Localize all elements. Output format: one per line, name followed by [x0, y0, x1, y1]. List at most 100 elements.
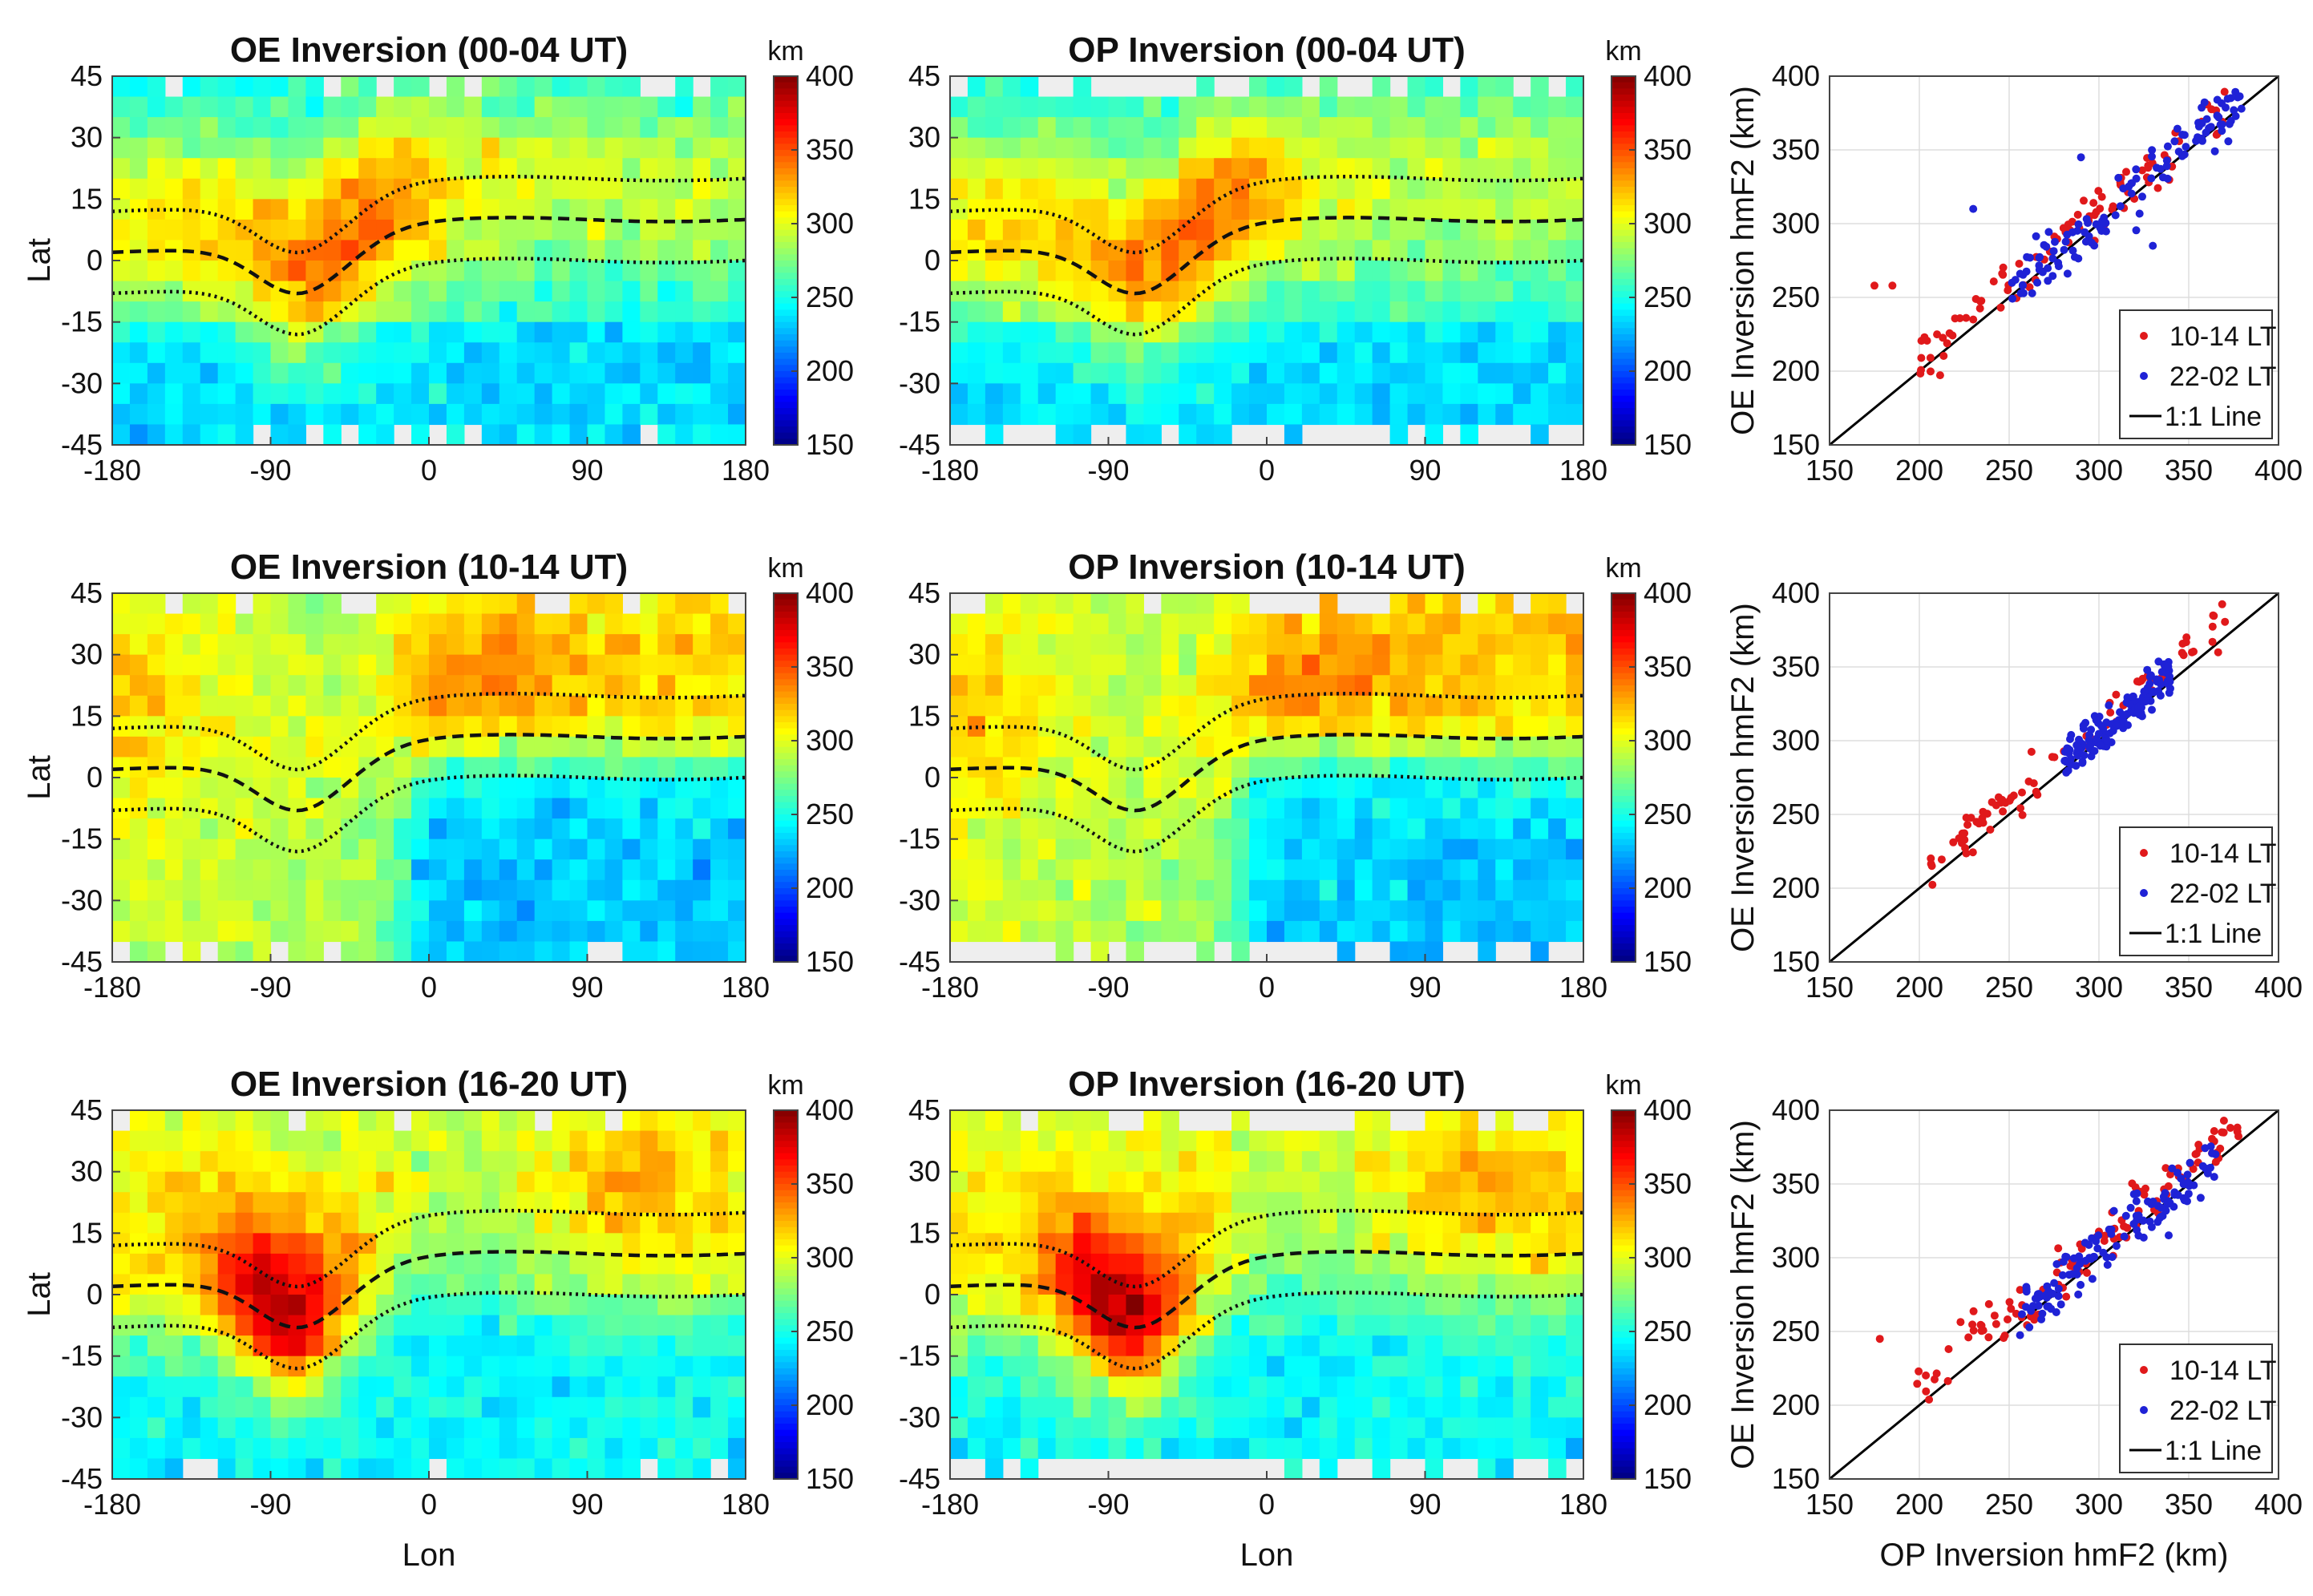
- heatmap-cell: [164, 178, 184, 200]
- heatmap-cell: [1548, 818, 1567, 840]
- heatmap-cell: [1319, 219, 1338, 241]
- heatmap-cell: [1143, 424, 1162, 446]
- colorbar-segment: [774, 1159, 798, 1166]
- heatmap-cell: [1055, 736, 1074, 758]
- heatmap-cell: [950, 117, 968, 139]
- heatmap-cell: [1073, 137, 1092, 159]
- heatmap-cell: [1548, 301, 1567, 323]
- heatmap-cell: [675, 1417, 693, 1439]
- heatmap-cell: [200, 818, 219, 840]
- heatmap-cell: [147, 1356, 166, 1377]
- heatmap-cell: [341, 1315, 359, 1336]
- heatmap-cell: [1566, 301, 1584, 323]
- heatmap-cell: [1495, 383, 1514, 405]
- colorbar-segment: [774, 1411, 798, 1419]
- heatmap-cell: [1037, 778, 1057, 799]
- heatmap-cell: [323, 137, 342, 159]
- heatmap-cell: [516, 240, 536, 261]
- heatmap-cell: [1319, 778, 1338, 799]
- blue-data-point: [2067, 754, 2075, 763]
- heatmap-cell: [147, 321, 166, 343]
- heatmap-cell: [112, 634, 131, 656]
- heatmap-cell: [1231, 281, 1250, 302]
- heatmap-cell: [481, 383, 500, 405]
- heatmap-cell: [1336, 96, 1356, 118]
- heatmap-cell: [341, 859, 359, 881]
- heatmap-cell: [1460, 634, 1478, 656]
- heatmap-cell: [675, 178, 693, 200]
- heatmap-cell: [985, 1376, 1004, 1398]
- heatmap-cell: [394, 240, 412, 261]
- heatmap-cell: [305, 736, 324, 758]
- heatmap-cell: [1513, 1417, 1531, 1439]
- heatmap-cell: [1002, 158, 1021, 180]
- heatmap-cell: [1073, 424, 1092, 446]
- heatmap-cell: [1354, 1212, 1373, 1234]
- heatmap-cell: [985, 1396, 1004, 1418]
- heatmap-cell: [499, 1315, 518, 1336]
- heatmap-cell: [394, 1396, 412, 1418]
- colorbar-segment: [1611, 937, 1636, 944]
- heatmap-cell: [288, 178, 306, 200]
- x-tick-label: 180: [1559, 1488, 1607, 1521]
- heatmap-cell: [1284, 900, 1303, 922]
- heatmap-cell: [1090, 1151, 1110, 1173]
- heatmap-cell: [950, 1151, 968, 1173]
- heatmap-cell: [1354, 1315, 1373, 1336]
- heatmap-cell: [985, 321, 1004, 343]
- heatmap-cell: [1231, 261, 1250, 282]
- heatmap-cell: [1055, 383, 1074, 405]
- heatmap-cell: [1548, 1171, 1567, 1193]
- heatmap-cell: [235, 1274, 254, 1295]
- heatmap-cell: [1372, 178, 1391, 200]
- heatmap-cell: [1566, 96, 1584, 118]
- heatmap-cell: [1179, 798, 1197, 819]
- heatmap-cell: [147, 76, 166, 98]
- heatmap-cell: [587, 879, 606, 901]
- heatmap-cell: [1389, 383, 1409, 405]
- heatmap-cell: [1389, 1335, 1409, 1357]
- heatmap-cell: [1425, 778, 1444, 799]
- red-data-point: [2092, 208, 2101, 216]
- heatmap-cell: [552, 362, 571, 384]
- heatmap-cell: [1002, 1151, 1021, 1173]
- heatmap-cell: [605, 634, 623, 656]
- heatmap-cell: [552, 941, 571, 963]
- heatmap-cell: [640, 838, 658, 860]
- heatmap-cell: [358, 1356, 377, 1377]
- heatmap-cell: [1284, 1233, 1303, 1255]
- heatmap-cell: [1179, 362, 1197, 384]
- heatmap-cell: [200, 1376, 219, 1398]
- colorbar-segment: [1611, 796, 1636, 803]
- heatmap-cell: [1354, 1110, 1373, 1132]
- colorbar-segment: [1611, 746, 1636, 754]
- colorbar-segment: [1611, 661, 1636, 668]
- heatmap-cell: [147, 859, 166, 881]
- blue-data-point: [2149, 688, 2158, 697]
- heatmap-cell: [164, 1437, 184, 1460]
- heatmap-cell: [341, 321, 359, 343]
- heatmap-cell: [1319, 613, 1338, 635]
- heatmap-cell: [358, 879, 377, 901]
- colorbar-segment: [774, 1245, 798, 1253]
- heatmap-cell: [288, 76, 306, 98]
- heatmap-cell: [1055, 757, 1074, 778]
- heatmap-cell: [129, 778, 148, 799]
- heatmap-cell: [481, 1233, 500, 1255]
- heatmap-cell: [1126, 1417, 1144, 1439]
- heatmap-cell: [429, 1295, 447, 1316]
- blue-data-point: [2153, 164, 2161, 172]
- heatmap-cell: [341, 76, 359, 98]
- heatmap-cell: [394, 1356, 412, 1377]
- heatmap-cell: [481, 403, 500, 426]
- heatmap-cell: [1407, 301, 1426, 323]
- heatmap-cell: [1055, 941, 1074, 963]
- colorbar-segment: [1611, 1307, 1636, 1314]
- heatmap-cell: [147, 1315, 166, 1336]
- heatmap-cell: [112, 1335, 131, 1357]
- heatmap-cell: [640, 879, 658, 901]
- heatmap-cell: [1336, 675, 1356, 697]
- blue-data-point: [2100, 213, 2109, 222]
- heatmap-cell: [622, 675, 641, 697]
